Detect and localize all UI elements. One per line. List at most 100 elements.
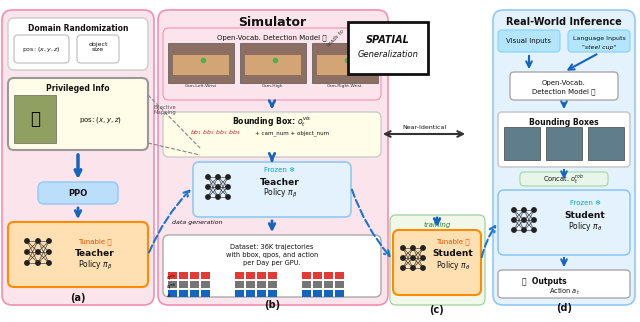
FancyBboxPatch shape (163, 112, 381, 157)
FancyBboxPatch shape (393, 230, 481, 295)
Text: with bbox, qpos, and action: with bbox, qpos, and action (226, 252, 318, 258)
Text: Visual Inputs: Visual Inputs (506, 38, 552, 44)
Bar (302, 290, 311, 297)
Circle shape (401, 246, 405, 250)
FancyBboxPatch shape (2, 10, 154, 305)
Text: Policy $\pi_\theta$: Policy $\pi_\theta$ (568, 220, 602, 232)
Text: data generation: data generation (172, 220, 223, 224)
Circle shape (206, 195, 210, 199)
Circle shape (401, 256, 405, 260)
FancyBboxPatch shape (14, 95, 56, 143)
Text: leads to: leads to (326, 29, 345, 48)
Bar (168, 281, 177, 288)
Bar (324, 272, 333, 279)
FancyBboxPatch shape (240, 43, 306, 83)
Text: $bb_1$ $bb_2$ $bb_3$ $bb_4$: $bb_1$ $bb_2$ $bb_3$ $bb_4$ (190, 128, 241, 137)
Bar (335, 272, 344, 279)
Circle shape (216, 175, 220, 179)
Circle shape (226, 185, 230, 189)
Bar (257, 290, 266, 297)
Text: 🌿: 🌿 (30, 110, 40, 128)
FancyBboxPatch shape (77, 35, 119, 63)
Text: Concat. $o_t^{rob}$: Concat. $o_t^{rob}$ (543, 172, 584, 186)
FancyBboxPatch shape (173, 55, 229, 75)
Circle shape (25, 250, 29, 254)
Text: Policy $\pi_\beta$: Policy $\pi_\beta$ (77, 259, 112, 271)
FancyBboxPatch shape (348, 22, 428, 74)
Text: Open-Vocab. Detection Model 🌐: Open-Vocab. Detection Model 🌐 (217, 35, 327, 41)
Text: Cam-Left-Wrist: Cam-Left-Wrist (185, 84, 217, 88)
Bar (201, 272, 210, 279)
Circle shape (532, 228, 536, 232)
Circle shape (47, 239, 51, 243)
Circle shape (401, 266, 405, 270)
Bar (179, 272, 188, 279)
Circle shape (206, 185, 210, 189)
FancyBboxPatch shape (8, 18, 148, 70)
Text: Cam-Right-Wrist: Cam-Right-Wrist (327, 84, 363, 88)
Circle shape (36, 261, 40, 265)
Bar (235, 272, 244, 279)
Text: Policy $\pi_\theta$: Policy $\pi_\theta$ (436, 259, 470, 271)
Text: Bounding Box: $o_t^{vis}$: Bounding Box: $o_t^{vis}$ (232, 115, 312, 129)
Bar (257, 281, 266, 288)
FancyBboxPatch shape (317, 55, 373, 75)
FancyBboxPatch shape (510, 72, 618, 100)
Bar (201, 281, 210, 288)
Text: Frozen ❄️: Frozen ❄️ (570, 200, 600, 206)
FancyBboxPatch shape (520, 172, 608, 186)
Text: Domain Randomization: Domain Randomization (28, 24, 128, 33)
Text: per Day per GPU.: per Day per GPU. (243, 260, 301, 266)
Text: $a_t$: $a_t$ (166, 292, 172, 300)
Text: "steel cup": "steel cup" (582, 44, 616, 50)
Circle shape (512, 208, 516, 212)
Circle shape (411, 256, 415, 260)
Circle shape (216, 185, 220, 189)
FancyBboxPatch shape (168, 43, 234, 83)
Bar (335, 281, 344, 288)
Circle shape (532, 208, 536, 212)
Bar (190, 290, 199, 297)
Bar (268, 290, 277, 297)
Bar (313, 272, 322, 279)
Circle shape (226, 195, 230, 199)
FancyBboxPatch shape (38, 182, 118, 204)
FancyBboxPatch shape (493, 10, 635, 305)
Text: Student: Student (433, 250, 474, 259)
Text: Teacher: Teacher (75, 250, 115, 259)
Circle shape (411, 266, 415, 270)
Bar (335, 290, 344, 297)
FancyBboxPatch shape (390, 215, 485, 305)
Circle shape (512, 228, 516, 232)
Circle shape (25, 261, 29, 265)
Text: (c): (c) (429, 305, 444, 315)
Circle shape (411, 246, 415, 250)
FancyBboxPatch shape (163, 235, 381, 297)
Text: Cam-High: Cam-High (262, 84, 284, 88)
Bar (190, 281, 199, 288)
Bar (302, 281, 311, 288)
Text: pos: $(x, y, z)$: pos: $(x, y, z)$ (22, 44, 60, 53)
Circle shape (36, 239, 40, 243)
Text: Bounding Boxes: Bounding Boxes (529, 118, 599, 127)
Text: $o_t^{rob}$: $o_t^{rob}$ (166, 282, 177, 292)
FancyBboxPatch shape (163, 28, 381, 100)
Bar (246, 290, 255, 297)
Bar (324, 281, 333, 288)
Bar (313, 290, 322, 297)
Circle shape (36, 250, 40, 254)
FancyBboxPatch shape (498, 190, 630, 255)
Text: (b): (b) (264, 300, 280, 310)
Text: Frozen ❄️: Frozen ❄️ (264, 167, 296, 173)
Text: Open-Vocab.: Open-Vocab. (542, 80, 586, 86)
Text: + cam_num + object_num: + cam_num + object_num (255, 130, 329, 136)
Bar (168, 272, 177, 279)
FancyBboxPatch shape (568, 30, 630, 52)
Text: Bijective
Mapping: Bijective Mapping (153, 105, 176, 115)
Bar (268, 281, 277, 288)
Bar (257, 272, 266, 279)
FancyBboxPatch shape (504, 127, 540, 160)
Text: PPO: PPO (68, 188, 88, 197)
Circle shape (206, 175, 210, 179)
Bar (246, 281, 255, 288)
